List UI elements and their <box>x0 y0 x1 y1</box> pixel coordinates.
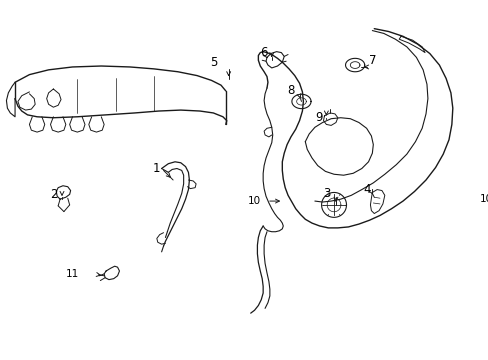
Text: 3: 3 <box>322 187 329 200</box>
Text: 9: 9 <box>314 111 322 124</box>
Text: 7: 7 <box>368 54 375 67</box>
Text: 1: 1 <box>153 162 160 175</box>
Text: 10: 10 <box>479 194 488 204</box>
Text: 6: 6 <box>260 46 267 59</box>
Text: 5: 5 <box>209 56 217 69</box>
Text: 8: 8 <box>286 84 294 98</box>
Text: 2: 2 <box>49 188 57 201</box>
Text: 4: 4 <box>363 183 370 196</box>
Text: 11: 11 <box>66 269 79 279</box>
Text: 10: 10 <box>247 196 261 206</box>
